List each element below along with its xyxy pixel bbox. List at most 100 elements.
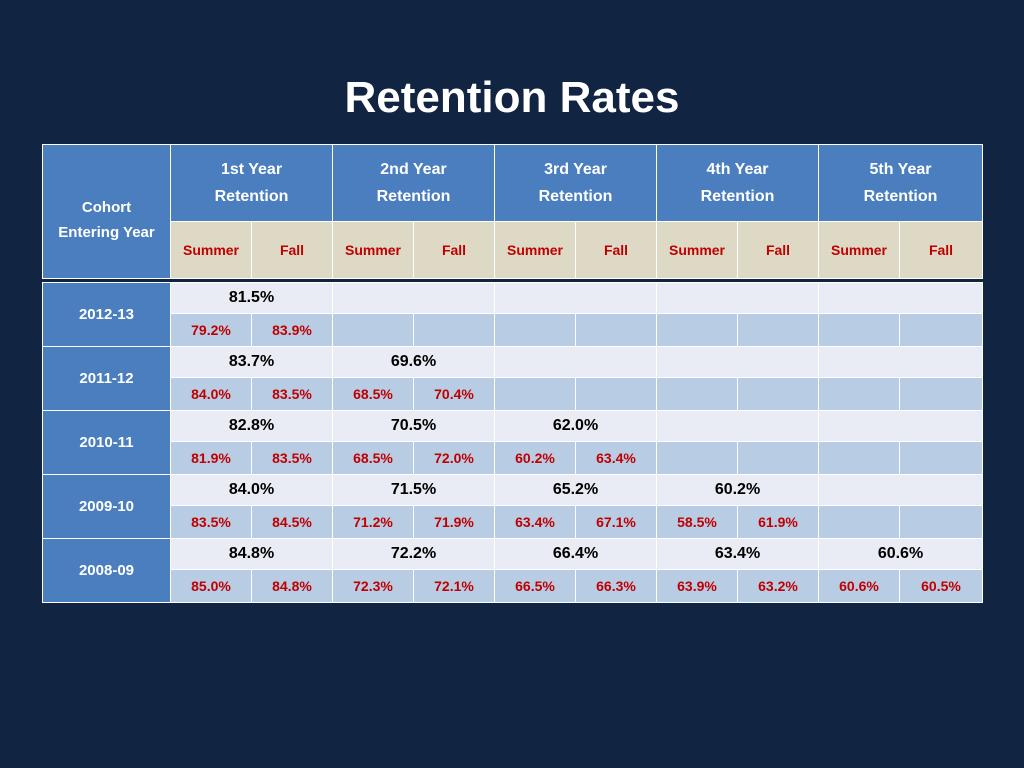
cohort-header-line1: Cohort [81,198,132,216]
fall-header: Fall [251,221,333,279]
fall-header: Fall [413,221,495,279]
total-cell: 65.2% [494,474,657,506]
year-header-1: 1st Year Retention [170,144,333,222]
fall-cell [737,441,819,475]
slide-title: Retention Rates [344,73,680,122]
summer-header: Summer [818,221,900,279]
fall-cell [899,377,983,411]
fall-cell: 72.1% [413,569,495,603]
total-cell: 83.7% [170,346,333,378]
summer-cell [332,313,414,347]
fall-cell [737,313,819,347]
summer-cell [656,377,738,411]
summer-header: Summer [332,221,414,279]
total-cell: 71.5% [332,474,495,506]
fall-cell: 60.5% [899,569,983,603]
table-row-splits: 84.0% 83.5% 68.5% 70.4% [43,377,983,411]
fall-cell: 71.9% [413,505,495,539]
fall-cell: 84.8% [251,569,333,603]
summer-cell: 72.3% [332,569,414,603]
fall-header: Fall [575,221,657,279]
summer-cell: 68.5% [332,377,414,411]
summer-cell: 84.0% [170,377,252,411]
cohort-label: 2011-12 [42,346,171,411]
cohort-label: 2009-10 [42,474,171,539]
total-cell: 82.8% [170,410,333,442]
table-row-totals: 2011-12 83.7% 69.6% [42,346,983,411]
total-cell: 60.2% [656,474,819,506]
summer-cell: 63.9% [656,569,738,603]
table-row-splits: 85.0% 84.8% 72.3% 72.1% 66.5% 66.3% 63.9… [43,569,983,603]
table-row-totals: 2012-13 81.5% [42,282,983,347]
fall-cell: 61.9% [737,505,819,539]
cohort-label: 2010-11 [42,410,171,475]
total-cell: 72.2% [332,538,495,570]
summer-cell: 63.4% [494,505,576,539]
fall-cell [575,377,657,411]
total-cell: 84.8% [170,538,333,570]
year-header-2: 2nd Year Retention [332,144,495,222]
total-cell: 60.6% [818,538,983,570]
table-row-splits: 83.5% 84.5% 71.2% 71.9% 63.4% 67.1% 58.5… [43,505,983,539]
total-cell: 70.5% [332,410,495,442]
fall-cell [899,313,983,347]
table-row-totals: 2010-11 82.8% 70.5% 62.0% [42,410,983,475]
summer-cell [656,313,738,347]
year-header-4: 4th Year Retention [656,144,819,222]
summer-cell [818,441,900,475]
fall-cell [737,377,819,411]
summer-cell: 85.0% [170,569,252,603]
summer-cell: 66.5% [494,569,576,603]
total-cell [332,282,495,314]
cohort-header-line2: Entering Year [58,223,155,241]
fall-cell [899,441,983,475]
total-cell: 69.6% [332,346,495,378]
fall-cell: 70.4% [413,377,495,411]
term-header-row: Summer Fall Summer Fall Summer Fall Summ… [43,221,983,279]
total-cell: 62.0% [494,410,657,442]
total-cell: 66.4% [494,538,657,570]
cohort-label: 2008-09 [42,538,171,603]
total-cell: 84.0% [170,474,333,506]
total-cell [818,410,983,442]
summer-cell: 71.2% [332,505,414,539]
summer-cell [818,313,900,347]
fall-cell: 84.5% [251,505,333,539]
summer-header: Summer [170,221,252,279]
fall-cell: 63.2% [737,569,819,603]
summer-cell [494,313,576,347]
summer-cell: 60.6% [818,569,900,603]
summer-header: Summer [494,221,576,279]
summer-header: Summer [656,221,738,279]
summer-cell: 79.2% [170,313,252,347]
fall-cell: 83.5% [251,441,333,475]
summer-cell: 83.5% [170,505,252,539]
total-cell [656,346,819,378]
fall-cell: 83.9% [251,313,333,347]
table-row-splits: 81.9% 83.5% 68.5% 72.0% 60.2% 63.4% [43,441,983,475]
summer-cell [656,441,738,475]
total-cell [818,474,983,506]
fall-cell [899,505,983,539]
summer-cell: 60.2% [494,441,576,475]
fall-cell: 63.4% [575,441,657,475]
table-row-totals: 2008-09 84.8% 72.2% 66.4% 63.4% 60.6% [42,538,983,603]
fall-header: Fall [737,221,819,279]
fall-header: Fall [899,221,983,279]
total-cell [818,282,983,314]
total-cell: 63.4% [656,538,819,570]
fall-cell [413,313,495,347]
fall-cell: 66.3% [575,569,657,603]
total-cell [656,410,819,442]
summer-cell [818,505,900,539]
total-cell [818,346,983,378]
year-header-5: 5th Year Retention [818,144,983,222]
total-cell: 81.5% [170,282,333,314]
cohort-label: 2012-13 [42,282,171,347]
summer-cell: 68.5% [332,441,414,475]
retention-table: Cohort Entering Year 1st Year Retention … [42,144,983,603]
table-row-totals: 2009-10 84.0% 71.5% 65.2% 60.2% [42,474,983,539]
total-cell [494,346,657,378]
summer-cell [818,377,900,411]
